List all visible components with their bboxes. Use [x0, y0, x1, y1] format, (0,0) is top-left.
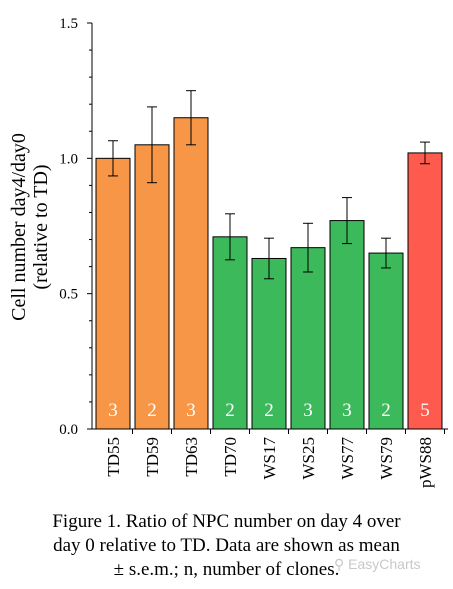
bar-WS17: [251, 257, 287, 430]
x-tick-label-TD63: TD63: [182, 437, 201, 477]
bar-WS77: [329, 220, 365, 430]
n-label-WS77: 3: [342, 400, 352, 421]
watermark-text: EasyCharts: [348, 556, 421, 572]
axes: 0.0 0.5 1.0 1.5 TD55 TD59 TD63 TD70 WS17 WS25 WS77…: [59, 16, 448, 488]
bar-WS79: [368, 252, 404, 430]
n-label-WS17: 2: [264, 400, 274, 421]
watermark-icon: ⚲: [334, 556, 349, 572]
n-label-WS79: 2: [381, 400, 391, 421]
x-tick-label-pWS88: pWS88: [416, 437, 435, 488]
x-tick-label-WS77: WS77: [338, 437, 357, 480]
x-tick-label-WS25: WS25: [299, 437, 318, 480]
caption-line-3: ± s.e.m.; n, number of clones.: [113, 559, 340, 580]
bar-TD59: [134, 144, 170, 430]
x-tick-label-TD59: TD59: [143, 437, 162, 477]
bar-pWS88: [407, 152, 443, 430]
bar-TD70: [212, 236, 248, 430]
bar-TD55: [95, 157, 131, 430]
n-label-TD59: 2: [147, 400, 157, 421]
n-label-TD70: 2: [225, 400, 235, 421]
caption-line-1: Figure 1. Ratio of NPC number on day 4 o…: [52, 511, 401, 532]
x-tick-label-TD55: TD55: [104, 437, 123, 477]
y-tick-label: 1.0: [59, 151, 78, 167]
y-axis-label-line1: Cell number day4/day0: [8, 133, 30, 321]
bar-TD63: [173, 117, 209, 430]
bars: 3 2 3 2 2 3 3 2 5: [95, 90, 443, 430]
n-label-TD55: 3: [108, 400, 118, 421]
y-axis-label-line2: (relative to TD): [30, 164, 52, 289]
y-tick-label: 0.0: [59, 422, 78, 438]
bar-WS25: [290, 247, 326, 430]
x-tick-label-WS79: WS79: [377, 437, 396, 480]
figure-caption: Figure 1. Ratio of NPC number on day 4 o…: [0, 510, 453, 582]
x-tick-label-WS17: WS17: [260, 437, 279, 480]
y-tick-label: 0.5: [59, 287, 78, 303]
caption-line-2: day 0 relative to TD. Data are shown as …: [53, 535, 400, 556]
n-label-TD63: 3: [186, 400, 196, 421]
watermark: ⚲ EasyCharts: [334, 556, 421, 573]
n-label-pWS88: 5: [420, 400, 430, 421]
n-label-WS25: 3: [303, 400, 313, 421]
x-tick-label-TD70: TD70: [221, 437, 240, 477]
y-axis-label: Cell number day4/day0 (relative to TD): [8, 133, 52, 321]
bar-chart: Cell number day4/day0 (relative to TD) 0…: [8, 16, 448, 488]
y-tick-label: 1.5: [59, 16, 78, 32]
